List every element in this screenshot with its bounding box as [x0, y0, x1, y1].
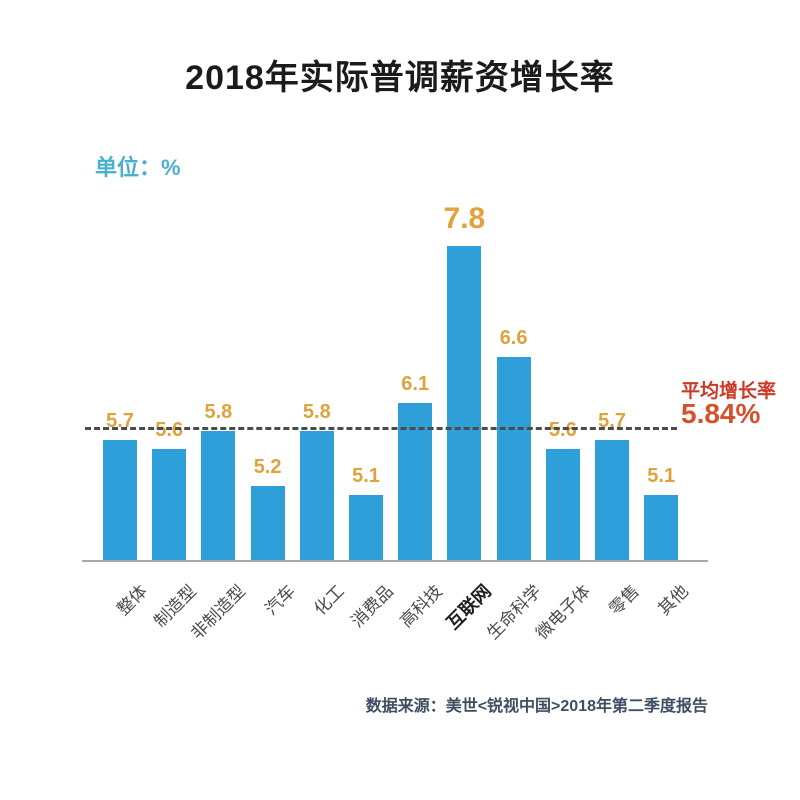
bar-非制造型: [201, 431, 236, 560]
bar-value-label: 5.7: [598, 410, 626, 432]
bar-value-label: 5.8: [204, 401, 233, 423]
category-label-化工: 化工: [310, 581, 348, 620]
bar-value-label: 5.1: [352, 465, 380, 487]
bar-汽车: [250, 486, 285, 560]
bar-互联网: [447, 246, 482, 560]
chart-title: 2018年实际普调薪资增长率: [185, 59, 615, 97]
bar-生命科学: [496, 357, 531, 560]
unit-label: 单位：%: [95, 155, 181, 180]
category-label-高科技: 高科技: [396, 581, 447, 632]
bar-整体: [103, 440, 137, 560]
bar-消费品: [349, 495, 383, 560]
bar-其他: [644, 495, 679, 560]
bar-value-label: 5.6: [155, 419, 184, 441]
x-axis-line: [82, 560, 708, 562]
category-label-生命科学: 生命科学: [483, 581, 545, 644]
category-label-其他: 其他: [654, 581, 693, 620]
bar-value-label: 5.2: [253, 456, 282, 478]
bar-value-label: 6.1: [401, 373, 430, 395]
bar-value-label: 5.8: [302, 401, 331, 423]
category-label-消费品: 消费品: [347, 581, 397, 632]
bar-value-label: 5.1: [647, 465, 676, 487]
data-source-note: 数据来源：美世<锐视中国>2018年第二季度报告: [365, 698, 708, 715]
bar-value-label: 5.6: [548, 419, 577, 441]
bar-零售: [595, 440, 629, 560]
bar-化工: [299, 431, 334, 560]
bar-value-label: 5.7: [106, 410, 134, 432]
category-label-汽车: 汽车: [261, 581, 299, 620]
average-line-label: 平均增长率: [681, 381, 777, 402]
category-label-零售: 零售: [605, 581, 643, 620]
average-line-value: 5.84%: [681, 398, 761, 429]
category-label-整体: 整体: [113, 581, 151, 620]
category-label-非制造型: 非制造型: [187, 581, 250, 644]
bar-value-label: 7.8: [443, 202, 486, 235]
bar-制造型: [152, 449, 187, 560]
average-dashed-line: [85, 427, 677, 430]
bar-value-label: 6.6: [499, 327, 528, 349]
bar-微电子体: [545, 449, 580, 560]
